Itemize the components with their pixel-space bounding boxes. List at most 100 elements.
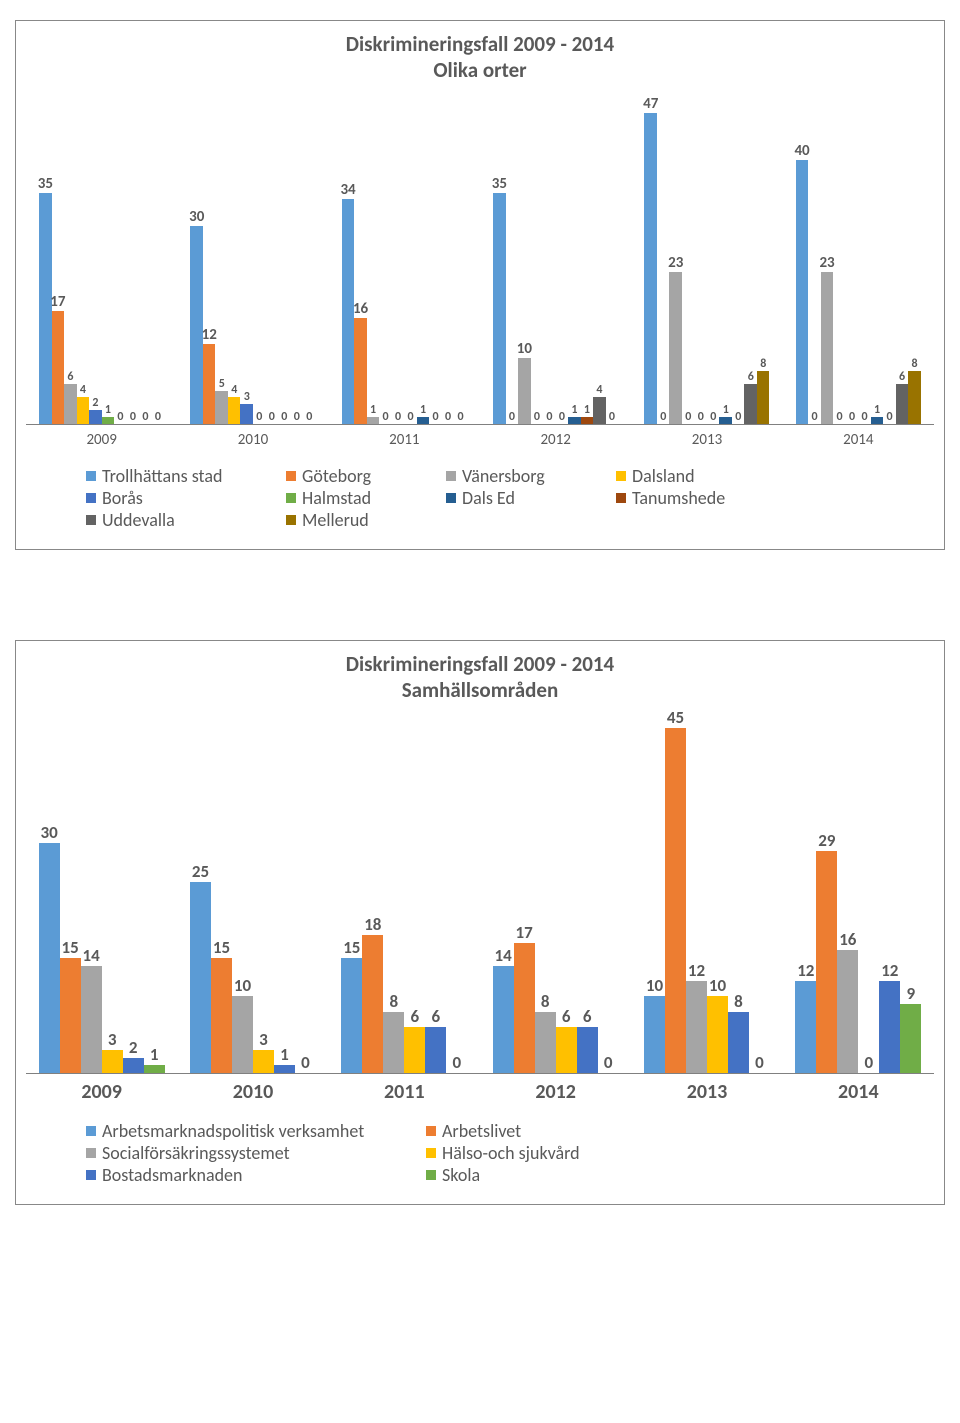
legend-item: Mellerud <box>286 509 446 531</box>
bar-data-label: 0 <box>142 410 148 424</box>
bar-data-label: 0 <box>509 410 515 424</box>
bar-data-label: 1 <box>420 403 426 417</box>
legend-swatch <box>446 471 456 481</box>
legend-label: Arbetslivet <box>442 1120 521 1142</box>
bar-wrap: 1 <box>144 1065 165 1073</box>
bar-data-label: 5 <box>219 377 225 391</box>
bar-wrap: 15 <box>211 958 232 1073</box>
bar-data-label: 1 <box>584 403 590 417</box>
bar-data-label: 17 <box>516 922 533 943</box>
bar <box>896 384 909 424</box>
bar-data-label: 0 <box>837 410 843 424</box>
legend-item: Bostadsmarknaden <box>86 1164 426 1186</box>
bar-data-label: 6 <box>562 1006 571 1027</box>
bar <box>39 843 60 1073</box>
bar-data-label: 14 <box>495 945 512 966</box>
bar-data-label: 0 <box>281 410 287 424</box>
chart-olika-orter: Diskrimineringsfall 2009 - 2014 Olika or… <box>15 20 945 550</box>
bar-data-label: 0 <box>155 410 161 424</box>
bar-data-label: 15 <box>62 937 79 958</box>
bar <box>211 958 232 1073</box>
bar-data-label: 10 <box>234 975 251 996</box>
year-group: 351764210000 <box>26 193 177 424</box>
legend-row: SocialförsäkringssystemetHälso-och sjukv… <box>86 1142 934 1164</box>
bar-wrap: 12 <box>879 981 900 1073</box>
bar-wrap: 10 <box>518 358 531 424</box>
bar-data-label: 1 <box>723 403 729 417</box>
legend-swatch <box>86 1170 96 1180</box>
bar-data-label: 45 <box>667 707 684 728</box>
bar-wrap: 4 <box>593 397 606 423</box>
bar-wrap: 15 <box>341 958 362 1073</box>
bar <box>341 958 362 1073</box>
bar-wrap: 1 <box>871 417 884 424</box>
bar <box>354 318 367 424</box>
legend-item: Dalsland <box>616 465 776 487</box>
bar <box>425 1027 446 1073</box>
bar-data-label: 25 <box>192 861 209 882</box>
bar-data-label: 9 <box>907 983 916 1004</box>
bar-data-label: 0 <box>710 410 716 424</box>
bar <box>240 404 253 424</box>
bar-data-label: 16 <box>353 300 368 318</box>
bar-wrap: 16 <box>837 950 858 1073</box>
bar-data-label: 4 <box>80 383 86 397</box>
bar <box>821 272 834 424</box>
bar-data-label: 0 <box>458 410 464 424</box>
legend-item: Göteborg <box>286 465 446 487</box>
bar-data-label: 0 <box>735 410 741 424</box>
chart2-title: Diskrimineringsfall 2009 - 2014 Samhälls… <box>26 651 934 704</box>
bar-data-label: 0 <box>862 410 868 424</box>
x-axis-tick: 2013 <box>631 431 782 449</box>
bar-data-label: 0 <box>395 410 401 424</box>
legend-item: Trollhättans stad <box>86 465 286 487</box>
bar-wrap: 3 <box>102 1050 123 1073</box>
bar <box>719 417 732 424</box>
bar-wrap: 5 <box>215 391 228 424</box>
bar-wrap: 45 <box>665 728 686 1073</box>
legend-label: Göteborg <box>302 465 371 487</box>
bar-data-label: 10 <box>709 975 726 996</box>
x-axis-tick: 2012 <box>480 431 631 449</box>
bar-data-label: 35 <box>38 175 53 193</box>
legend-item: Vänersborg <box>446 465 616 487</box>
bar-data-label: 0 <box>306 410 312 424</box>
bar <box>102 417 115 424</box>
bar <box>707 996 728 1073</box>
bar-data-label: 15 <box>343 937 360 958</box>
x-axis-tick: 2014 <box>783 431 934 449</box>
bar-wrap: 14 <box>81 966 102 1073</box>
x-axis-tick: 2013 <box>631 1080 782 1104</box>
year-group: 301514321 <box>26 843 177 1073</box>
bar-data-label: 8 <box>734 991 743 1012</box>
bar-data-label: 34 <box>340 181 355 199</box>
bar-data-label: 6 <box>748 370 754 384</box>
bar-wrap: 1 <box>417 417 430 424</box>
legend-swatch <box>426 1170 436 1180</box>
bar-data-label: 0 <box>445 410 451 424</box>
bar-wrap: 25 <box>190 882 211 1073</box>
bar-wrap: 9 <box>900 1004 921 1073</box>
chart1-title: Diskrimineringsfall 2009 - 2014 Olika or… <box>26 31 934 84</box>
bar-data-label: 2 <box>92 396 98 410</box>
bar <box>383 1012 404 1073</box>
bar-data-label: 8 <box>390 991 399 1012</box>
legend-swatch <box>616 493 626 503</box>
bar-wrap: 8 <box>757 371 770 424</box>
bar-data-label: 10 <box>646 975 663 996</box>
bar-data-label: 47 <box>643 95 658 113</box>
bar-wrap: 4 <box>77 397 90 423</box>
legend-label: Skola <box>442 1164 480 1186</box>
bar <box>871 417 884 424</box>
bar-data-label: 1 <box>280 1044 289 1065</box>
year-group: 15188660 <box>329 935 480 1073</box>
legend-label: Trollhättans stad <box>102 465 222 487</box>
bar <box>514 943 535 1073</box>
bar-wrap: 1 <box>367 417 380 424</box>
legend-label: Mellerud <box>302 509 369 531</box>
bar-wrap: 30 <box>39 843 60 1073</box>
bar-data-label: 0 <box>887 410 893 424</box>
bar-data-label: 0 <box>534 410 540 424</box>
legend-label: Hälso-och sjukvård <box>442 1142 580 1164</box>
bar-data-label: 23 <box>819 254 834 272</box>
